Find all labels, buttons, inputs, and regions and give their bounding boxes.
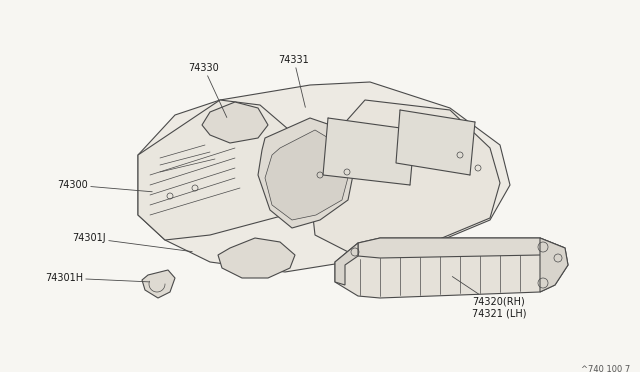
Polygon shape — [138, 82, 510, 272]
Polygon shape — [265, 130, 350, 220]
Polygon shape — [202, 102, 268, 143]
Polygon shape — [358, 238, 565, 258]
Text: 74330: 74330 — [189, 63, 227, 118]
Polygon shape — [335, 238, 568, 298]
Polygon shape — [142, 270, 175, 298]
Polygon shape — [218, 238, 295, 278]
Polygon shape — [323, 118, 415, 185]
Polygon shape — [335, 243, 358, 285]
Polygon shape — [258, 118, 355, 228]
Polygon shape — [138, 100, 300, 240]
Polygon shape — [396, 110, 475, 175]
Text: 74300: 74300 — [57, 180, 152, 192]
Text: 74301J: 74301J — [72, 233, 192, 251]
Text: 74320(RH)
74321 (LH): 74320(RH) 74321 (LH) — [452, 276, 527, 318]
Text: 74331: 74331 — [278, 55, 309, 107]
Polygon shape — [310, 100, 500, 258]
Text: ^740 100 7: ^740 100 7 — [580, 365, 630, 372]
Text: 74301H: 74301H — [45, 273, 149, 283]
Polygon shape — [540, 238, 568, 292]
